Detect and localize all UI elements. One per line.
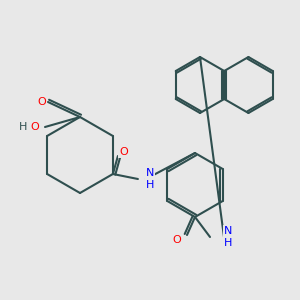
Text: O: O (119, 147, 128, 157)
Text: N
H: N H (224, 226, 232, 248)
Text: O: O (172, 235, 182, 245)
Text: N
H: N H (146, 168, 154, 190)
Text: H: H (19, 122, 27, 132)
Text: O: O (31, 122, 39, 132)
Text: O: O (38, 97, 46, 107)
